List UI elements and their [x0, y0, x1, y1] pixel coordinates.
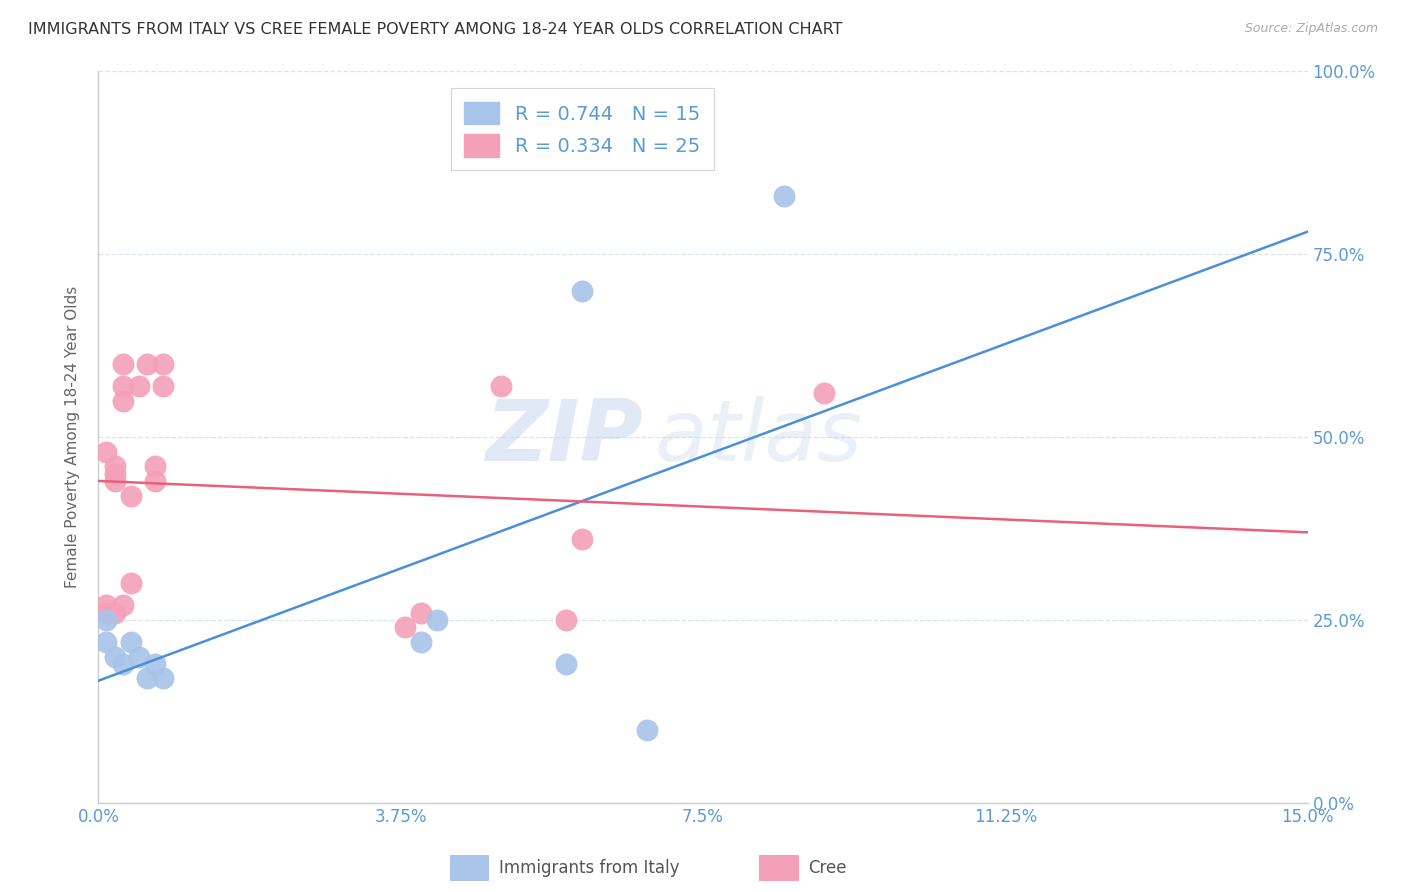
Point	[96, 635, 118, 649]
Point	[426, 613, 449, 627]
Point	[152, 379, 174, 393]
Point	[143, 459, 166, 474]
Point	[409, 635, 432, 649]
Point	[143, 657, 166, 671]
Point	[96, 606, 118, 620]
Point	[120, 489, 142, 503]
Legend: R = 0.744   N = 15, R = 0.334   N = 25: R = 0.744 N = 15, R = 0.334 N = 25	[450, 88, 714, 170]
Point	[491, 379, 513, 393]
Point	[103, 459, 125, 474]
Point	[111, 357, 134, 371]
Point	[96, 444, 118, 458]
Point	[120, 576, 142, 591]
Point	[143, 474, 166, 488]
Point	[103, 649, 125, 664]
Text: atlas: atlas	[655, 395, 863, 479]
Point	[111, 657, 134, 671]
Text: IMMIGRANTS FROM ITALY VS CREE FEMALE POVERTY AMONG 18-24 YEAR OLDS CORRELATION C: IMMIGRANTS FROM ITALY VS CREE FEMALE POV…	[28, 22, 842, 37]
Point	[409, 606, 432, 620]
Point	[128, 649, 150, 664]
Point	[96, 599, 118, 613]
Point	[135, 357, 157, 371]
Point	[555, 613, 578, 627]
Point	[571, 533, 593, 547]
Point	[96, 613, 118, 627]
Point	[103, 467, 125, 481]
Point	[111, 393, 134, 408]
Y-axis label: Female Poverty Among 18-24 Year Olds: Female Poverty Among 18-24 Year Olds	[65, 286, 80, 588]
Point	[103, 474, 125, 488]
Point	[555, 657, 578, 671]
Point	[120, 635, 142, 649]
Point	[103, 606, 125, 620]
Point	[152, 672, 174, 686]
Point	[813, 386, 835, 401]
Point	[135, 672, 157, 686]
Point	[772, 188, 794, 202]
Text: ZIP: ZIP	[485, 395, 643, 479]
Point	[571, 284, 593, 298]
Point	[152, 357, 174, 371]
Point	[111, 599, 134, 613]
Point	[111, 379, 134, 393]
Text: Cree: Cree	[808, 859, 846, 877]
Point	[394, 620, 416, 634]
Point	[636, 723, 658, 737]
Text: Source: ZipAtlas.com: Source: ZipAtlas.com	[1244, 22, 1378, 36]
Point	[128, 379, 150, 393]
Text: Immigrants from Italy: Immigrants from Italy	[499, 859, 679, 877]
